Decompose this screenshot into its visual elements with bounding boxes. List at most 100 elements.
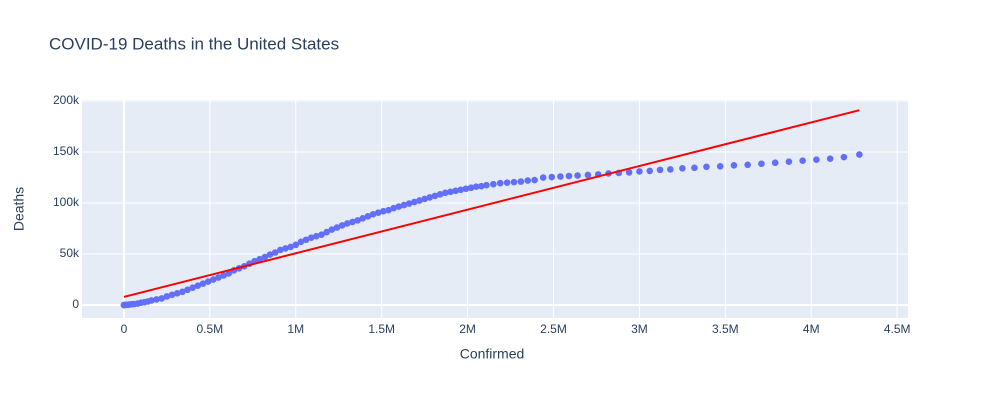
x-tick-label: 3.5M xyxy=(712,322,739,336)
data-point xyxy=(496,179,504,187)
data-point xyxy=(462,185,470,193)
data-point xyxy=(354,217,361,224)
data-point xyxy=(318,231,325,238)
data-point xyxy=(153,296,160,303)
data-point xyxy=(452,187,459,195)
data-point xyxy=(385,206,392,214)
plot-background xyxy=(82,100,908,318)
data-point xyxy=(503,179,511,186)
data-point xyxy=(730,161,738,169)
data-point xyxy=(148,297,155,304)
data-point xyxy=(679,165,686,172)
data-point xyxy=(826,155,834,162)
data-point xyxy=(539,174,547,181)
data-point xyxy=(328,226,336,233)
x-tick-label: 1M xyxy=(287,322,304,336)
data-point xyxy=(369,210,377,218)
y-tick-label: 100k xyxy=(53,195,80,209)
data-point xyxy=(292,241,300,249)
data-point xyxy=(215,274,222,281)
data-point xyxy=(209,276,217,283)
data-point xyxy=(426,194,434,201)
data-point xyxy=(472,183,480,191)
data-point xyxy=(179,288,186,296)
data-point xyxy=(173,290,181,297)
data-point xyxy=(840,153,848,161)
data-point xyxy=(758,160,765,168)
data-point xyxy=(771,159,779,167)
data-point xyxy=(194,282,202,289)
data-point xyxy=(302,236,310,244)
data-point xyxy=(338,222,346,229)
data-point xyxy=(395,203,403,210)
x-tick-label: 4.5M xyxy=(884,322,911,336)
data-point xyxy=(225,270,233,277)
data-point xyxy=(276,246,284,254)
data-point xyxy=(625,169,633,176)
data-point xyxy=(557,173,564,180)
y-tick-label: 50k xyxy=(60,246,80,260)
data-point xyxy=(266,251,274,258)
data-point xyxy=(565,172,573,180)
data-point xyxy=(323,228,330,236)
x-tick-label: 3M xyxy=(631,322,648,336)
data-point xyxy=(447,188,454,196)
x-tick-label: 2.5M xyxy=(540,322,567,336)
data-point xyxy=(785,158,793,166)
data-point xyxy=(813,156,820,163)
data-point xyxy=(287,243,294,251)
data-point xyxy=(467,184,475,192)
x-tick-label: 0.5M xyxy=(196,322,223,336)
data-point xyxy=(436,191,444,198)
data-point xyxy=(204,278,212,285)
data-point xyxy=(656,166,664,174)
data-point xyxy=(271,249,279,256)
data-point xyxy=(374,209,382,217)
chart-title: COVID-19 Deaths in the United States xyxy=(49,34,339,53)
data-point xyxy=(483,181,490,189)
data-point xyxy=(574,172,581,179)
y-tick-label: 200k xyxy=(53,93,80,107)
data-point xyxy=(405,200,413,207)
data-point xyxy=(261,253,269,261)
data-point xyxy=(400,201,408,209)
data-point xyxy=(490,180,497,188)
data-point xyxy=(457,186,465,194)
data-point xyxy=(416,197,423,204)
data-point xyxy=(349,218,356,226)
data-point xyxy=(333,224,341,231)
data-point xyxy=(584,171,592,179)
data-point xyxy=(184,286,191,294)
data-point xyxy=(390,204,398,212)
data-point xyxy=(313,232,320,240)
data-point xyxy=(168,291,176,299)
data-point xyxy=(524,177,532,184)
data-point xyxy=(799,157,806,164)
x-tick-label: 4M xyxy=(803,322,820,336)
data-point xyxy=(411,198,418,206)
x-tick-label: 1.5M xyxy=(368,322,395,336)
y-tick-label: 150k xyxy=(53,144,80,158)
y-tick-label: 0 xyxy=(72,297,79,311)
data-point xyxy=(189,284,196,292)
data-point xyxy=(716,163,724,170)
data-point xyxy=(364,212,372,220)
data-point xyxy=(220,272,227,279)
x-axis-label: Confirmed xyxy=(460,346,525,362)
data-point xyxy=(667,166,674,173)
data-point xyxy=(359,215,367,222)
data-point xyxy=(344,220,351,227)
data-point xyxy=(510,178,518,186)
x-tick-label: 0 xyxy=(121,322,128,336)
data-point xyxy=(297,238,305,246)
data-point xyxy=(380,207,387,215)
data-point xyxy=(282,245,289,252)
data-point xyxy=(256,255,263,263)
y-axis-label: Deaths xyxy=(11,187,27,231)
data-point xyxy=(548,173,556,181)
data-point xyxy=(744,161,751,169)
data-point xyxy=(307,234,315,242)
data-point xyxy=(856,151,863,158)
regression-line xyxy=(123,109,860,298)
